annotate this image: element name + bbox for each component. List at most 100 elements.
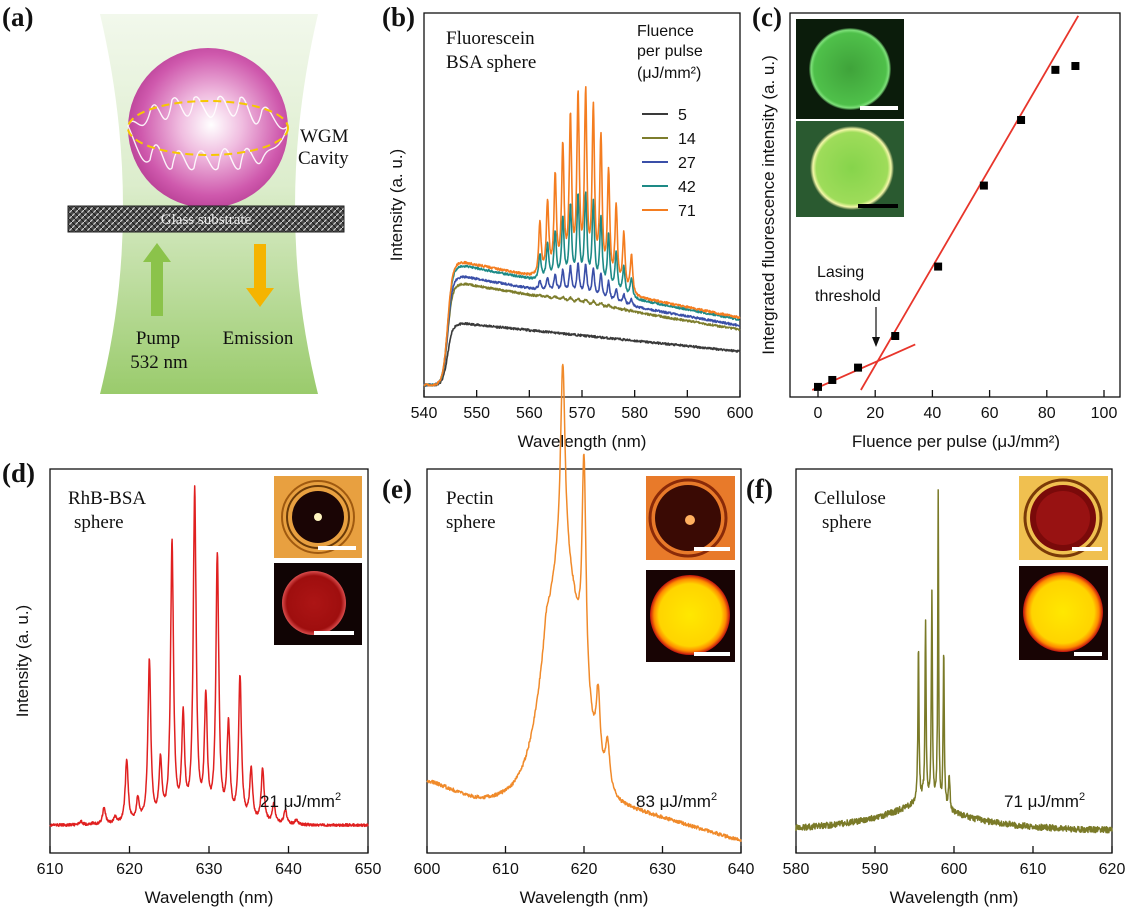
x-ticks-e: 600 610 620 630 640: [414, 846, 755, 878]
fluence-d: 21 μJ/mm2: [260, 791, 341, 811]
x-axis-label-f: Wavelength (nm): [890, 888, 1019, 907]
legend-label-b: 71: [678, 203, 696, 220]
scale-bar: [694, 652, 730, 656]
inset-rhb-brightfield: [274, 476, 362, 558]
pump-label-2: 532 nm: [130, 352, 188, 373]
spectrum-d: [49, 485, 369, 828]
annotation-d-1: RhB-BSA: [68, 488, 146, 509]
wgm-orbit: [127, 100, 289, 156]
annotation-c-2: threshold: [815, 288, 881, 305]
pump-label-1: Pump: [136, 328, 180, 349]
scale-bar: [318, 546, 356, 550]
x-axis-e-tick-label: 600: [414, 861, 441, 878]
series-line-b: [423, 86, 741, 387]
legend-title-b-2: per pulse: [637, 43, 703, 60]
x-axis-d-tick-label: 620: [116, 861, 143, 878]
series-lines-b: [423, 86, 741, 387]
data-point: [1071, 62, 1080, 70]
y-axis-label-c: Intergrated fluorescence intensity (a. u…: [759, 55, 778, 355]
x-ticks-f: 580 590 600 610 620: [783, 846, 1126, 878]
inset-pectin-fluorescence: [646, 570, 735, 662]
x-axis-c-tick-label: 80: [1038, 405, 1056, 422]
x-axis-e-tick-label: 610: [492, 861, 519, 878]
x-axis-f-tick-label: 620: [1099, 861, 1126, 878]
x-axis-label-e: Wavelength (nm): [520, 888, 649, 907]
annotation-f-1: Cellulose: [814, 488, 886, 509]
cavity-label-2: Cavity: [298, 148, 349, 169]
series-line-b: [423, 282, 741, 387]
x-axis-b-tick-label: 580: [621, 405, 648, 422]
wgm-mode-wave: [127, 95, 289, 171]
panel-b: 540 550 560 570 580 590 600 Fluorescein BSA sp…: [382, 2, 753, 451]
panel-label-b: (b): [382, 2, 415, 32]
x-ticks-c: 0 20 40 60 80 100: [814, 390, 1118, 422]
annotation-b-1: Fluorescein: [446, 28, 535, 49]
x-axis-b-tick-label: 560: [516, 405, 543, 422]
fluence-value-f: 71 μJ/mm: [1004, 792, 1079, 811]
x-axis-d-tick-label: 610: [37, 861, 64, 878]
inset-pectin-brightfield: [646, 476, 735, 560]
scale-bar: [1072, 547, 1102, 551]
x-axis-e-tick-label: 630: [649, 861, 676, 878]
panel-label-f: (f): [746, 474, 773, 504]
x-axis-b-tick-label: 600: [727, 405, 754, 422]
x-axis-b-tick-label: 550: [463, 405, 490, 422]
emission-label: Emission: [223, 328, 294, 349]
x-axis-e-tick-label: 640: [728, 861, 755, 878]
x-ticks-b: 540 550 560 570 580 590 600: [411, 390, 754, 422]
fit-line: [860, 15, 1080, 391]
data-point: [979, 181, 988, 190]
annotation-b-2: BSA sphere: [446, 52, 536, 73]
x-axis-f-tick-label: 600: [941, 861, 968, 878]
scale-bar: [858, 204, 898, 208]
x-axis-c-tick-label: 100: [1091, 405, 1118, 422]
y-axis-label-d: Intensity (a. u.): [13, 605, 32, 717]
annotation-e-1: Pectin: [446, 488, 494, 509]
fluence-value-d: 21 μJ/mm: [260, 792, 335, 811]
spectrum-line-e: [426, 363, 742, 842]
legend-title-b-3: (μJ/mm²): [637, 65, 701, 82]
emission-arrow-icon: [246, 244, 274, 307]
panel-label-a: (a): [2, 2, 33, 32]
fluence-exp-d: 2: [335, 791, 341, 803]
scale-bar: [860, 106, 898, 110]
series-line-b: [423, 191, 741, 387]
inset-green-sphere-2: [796, 121, 904, 217]
panel-label-d: (d): [2, 458, 35, 488]
legend-title-b-1: Fluence: [637, 23, 694, 40]
x-axis-c-tick-label: 20: [866, 405, 884, 422]
annotation-f-2: sphere: [822, 512, 872, 533]
x-axis-c-tick-label: 40: [924, 405, 942, 422]
x-axis-b-tick-label: 570: [569, 405, 596, 422]
x-axis-f-tick-label: 610: [1020, 861, 1047, 878]
legend-label-b: 5: [678, 107, 687, 124]
pump-arrow-icon: [143, 243, 171, 316]
annotation-e-2: sphere: [446, 512, 496, 533]
fluence-exp-f: 2: [1079, 791, 1085, 803]
x-axis-label-d: Wavelength (nm): [145, 888, 274, 907]
x-axis-e-tick-label: 620: [571, 861, 598, 878]
spectrum-line-d: [49, 485, 369, 828]
x-ticks-d: 610 620 630 640 650: [37, 846, 381, 878]
x-axis-d-tick-label: 640: [275, 861, 302, 878]
data-point: [934, 262, 943, 271]
fluence-exp-e: 2: [711, 791, 717, 803]
fluence-f: 71 μJ/mm2: [1004, 791, 1085, 811]
legend-label-b: 27: [678, 155, 696, 172]
threshold-arrow-icon: [872, 307, 880, 347]
spectrum-f: [795, 489, 1113, 834]
fluence-e: 83 μJ/mm2: [636, 791, 717, 811]
plot-frame-c: [789, 12, 1121, 398]
data-point: [891, 332, 900, 340]
data-point: [1017, 116, 1026, 124]
annotation-c-1: Lasing: [817, 264, 864, 281]
x-axis-f-tick-label: 590: [862, 861, 889, 878]
panel-c: 0 20 40 60 80 100 Lasing threshold Fluence pe…: [752, 2, 1121, 451]
fluence-value-e: 83 μJ/mm: [636, 792, 711, 811]
annotation-d-2: sphere: [74, 512, 124, 533]
x-axis-label-c: Fluence per pulse (μJ/mm²): [852, 432, 1060, 451]
data-point: [828, 375, 837, 384]
y-axis-label-b: Intensity (a. u.): [387, 149, 406, 261]
glass-substrate: [67, 205, 345, 233]
